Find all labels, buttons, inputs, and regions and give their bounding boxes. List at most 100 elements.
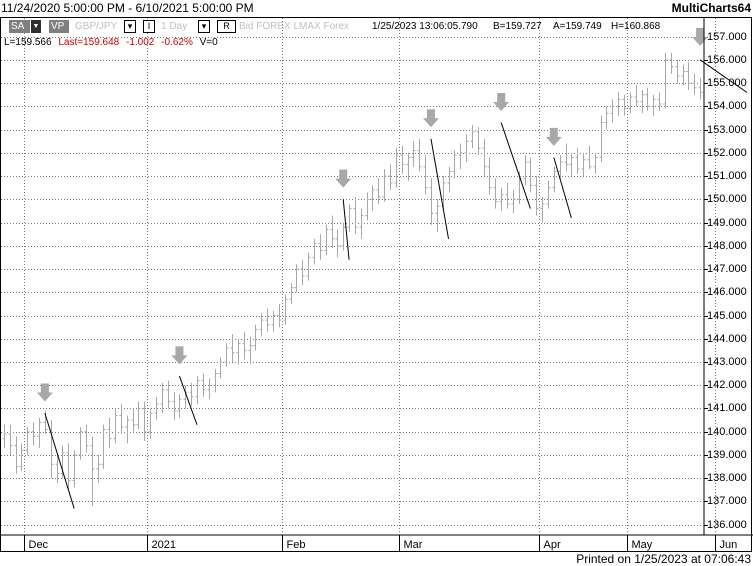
range-button[interactable]: R (217, 20, 236, 33)
ohlc-bar (511, 190, 516, 214)
ohlc-bar (651, 94, 656, 116)
symbol-label[interactable]: GBP/JPY (75, 21, 118, 32)
ohlc-bar (593, 152, 598, 174)
y-tick-label: 155.000 (707, 76, 747, 89)
x-tick-label: Dec (28, 539, 49, 551)
ohlc-bar (318, 234, 323, 260)
ohlc-bar (142, 401, 147, 442)
x-tick-label: Mar (403, 539, 423, 551)
ohlc-bar (587, 145, 592, 170)
ohlc-bar (528, 157, 533, 193)
ohlc-bar (622, 94, 627, 116)
trend-line[interactable] (342, 199, 350, 260)
ohlc-bar (289, 282, 294, 304)
ohlc-bar (452, 150, 457, 179)
ohlc-bar (645, 87, 650, 111)
ohlc-bar (692, 73, 697, 95)
ohlc-bar (230, 334, 235, 362)
ohlc-bar (540, 196, 545, 223)
interval-label[interactable]: 1 Day (161, 21, 188, 32)
ohlc-bar (2, 424, 7, 448)
down-arrow-icon[interactable] (545, 127, 562, 146)
ohlc-bar (277, 303, 282, 328)
symbol-dropdown-icon[interactable]: ▾ (124, 20, 136, 33)
ohlc-bar (113, 408, 118, 444)
sa-button[interactable]: SA (9, 20, 30, 33)
ohlc-bar (253, 324, 258, 351)
ohlc-bar (271, 310, 276, 332)
ohlc-bar (447, 166, 452, 193)
ohlc-bar (464, 134, 469, 163)
ohlc-bar (96, 454, 101, 483)
ohlc-bar (382, 169, 387, 202)
down-arrow-icon[interactable] (422, 109, 439, 128)
down-arrow-icon[interactable] (493, 92, 510, 111)
ohlc-bar (569, 152, 574, 177)
ohlc-bar (581, 152, 586, 177)
interval-type-button[interactable]: I (143, 20, 155, 33)
trend-line[interactable] (178, 375, 198, 425)
ohlc-bar (72, 450, 77, 488)
grid-lines (1, 18, 716, 551)
ohlc-bar (675, 59, 680, 84)
ohlc-bar (411, 141, 416, 167)
ohlc-bar (698, 78, 703, 100)
ohlc-bar (136, 401, 141, 430)
trend-line[interactable] (553, 157, 572, 219)
interval-dropdown-icon[interactable]: ▾ (198, 20, 210, 33)
ohlc-bar (60, 445, 65, 479)
y-tick-label: 136.000 (707, 518, 747, 531)
y-tick-label: 153.000 (707, 123, 747, 136)
last-value: Last=159.648 (58, 37, 120, 48)
ohlc-bar (388, 164, 393, 190)
y-tick-label: 157.000 (707, 30, 747, 43)
y-tick-label: 145.000 (707, 309, 747, 322)
down-arrow-icon[interactable] (36, 383, 53, 402)
trend-line[interactable] (44, 412, 75, 509)
status-line: L=159.566 Last=159.648 -1.002 -0.62% V=0 (4, 36, 218, 49)
ohlc-bar (493, 178, 498, 209)
ohlc-bar (78, 427, 83, 460)
ohlc-bar (248, 336, 253, 365)
sa-dropdown-icon[interactable]: ▼ (31, 20, 41, 33)
ohlc-bar (441, 176, 446, 211)
down-arrow-icon[interactable] (335, 169, 352, 188)
ohlc-bar (640, 90, 645, 114)
vp-button[interactable]: VP (49, 20, 69, 33)
y-tick-label: 139.000 (707, 448, 747, 461)
ohlc-bar (564, 143, 569, 172)
ohlc-bar (31, 422, 36, 446)
ohlc-bar (681, 64, 686, 86)
y-tick-label: 137.000 (707, 494, 747, 507)
ohlc-bar (294, 264, 299, 293)
down-arrow-icon[interactable] (171, 346, 188, 365)
ask-value: A=159.749 (553, 21, 602, 32)
ohlc-bar (324, 224, 329, 256)
ohlc-bar (347, 203, 352, 232)
ohlc-bar (417, 138, 422, 172)
ohlc-bar (195, 375, 200, 404)
ohlc-bar (610, 99, 615, 123)
x-tick-label: 2021 (151, 539, 176, 551)
y-tick-label: 151.000 (707, 169, 747, 182)
ohlc-bar (669, 52, 674, 74)
trend-line[interactable] (430, 138, 450, 239)
ohlc-bar (172, 392, 177, 421)
ohlc-bar (265, 308, 270, 332)
ohlc-bar (663, 52, 668, 109)
ohlc-bar (487, 157, 492, 195)
date-range-label: 11/24/2020 5:00:00 PM - 6/10/2021 5:00:0… (1, 1, 254, 15)
ohlc-bar (218, 357, 223, 379)
ohlc-bar (300, 259, 305, 286)
ohlc-bar (125, 415, 130, 444)
ohlc-bar (160, 382, 165, 414)
x-tick-label: Feb (286, 539, 306, 551)
y-tick-label: 143.000 (707, 355, 747, 368)
ohlc-bar (201, 373, 206, 397)
ohlc-bars (2, 52, 703, 507)
chart-frame[interactable] (0, 17, 752, 552)
trend-line[interactable] (500, 122, 531, 209)
ohlc-bar (575, 148, 580, 174)
trend-line[interactable] (699, 59, 748, 93)
